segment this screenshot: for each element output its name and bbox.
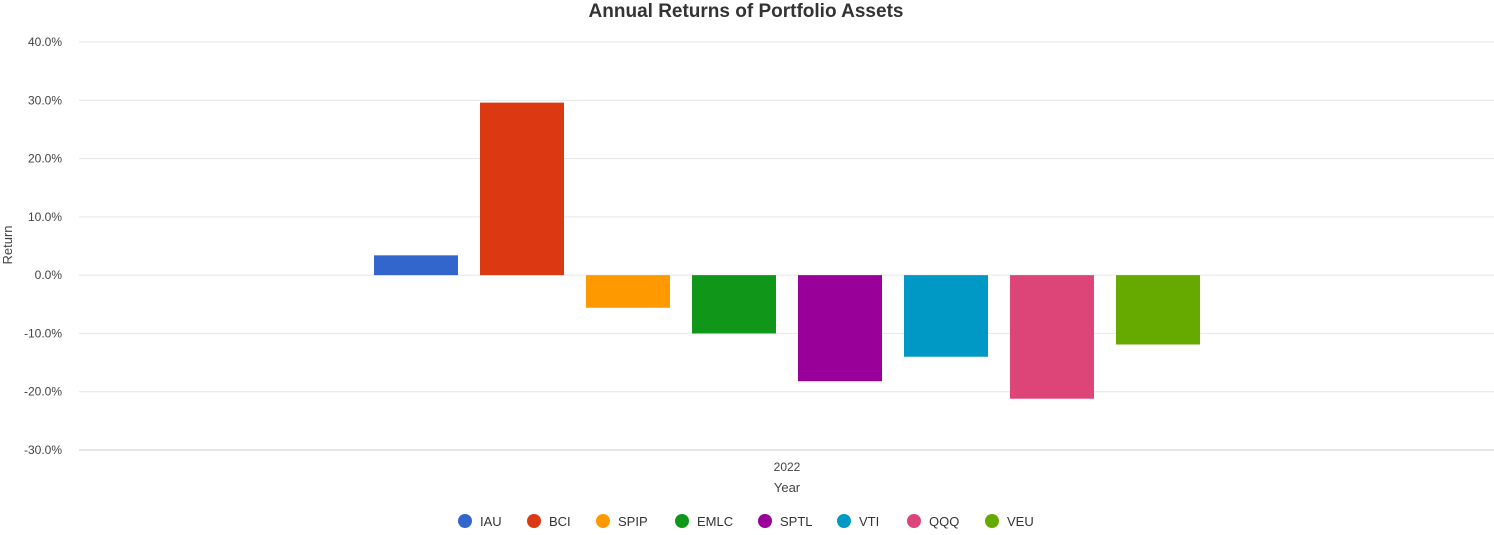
chart-title: Annual Returns of Portfolio Assets (589, 1, 904, 22)
y-tick-label: 20.0% (28, 152, 62, 166)
legend-label: QQQ (929, 514, 959, 529)
legend-label: VTI (859, 514, 879, 529)
y-tick-label: 40.0% (28, 35, 62, 49)
legend-label: VEU (1007, 514, 1034, 529)
y-axis-title: Return (0, 225, 15, 264)
gridlines (79, 41, 1494, 451)
legend-item-veu[interactable]: VEU (985, 514, 1034, 529)
legend-swatch (675, 514, 689, 528)
y-tick-label: -20.0% (24, 385, 62, 399)
y-tick-label: 30.0% (28, 93, 62, 107)
y-tick-label: -30.0% (24, 443, 62, 457)
bar-emlc[interactable] (692, 275, 776, 334)
legend-swatch (527, 514, 541, 528)
legend-item-spip[interactable]: SPIP (596, 514, 648, 529)
legend-item-bci[interactable]: BCI (527, 514, 571, 529)
y-tick-label: 10.0% (28, 210, 62, 224)
bar-spip[interactable] (586, 275, 670, 308)
legend-item-iau[interactable]: IAU (458, 514, 502, 529)
y-tick-label: 0.0% (35, 268, 63, 282)
legend-label: EMLC (697, 514, 733, 529)
legend-swatch (758, 514, 772, 528)
legend-label: BCI (549, 514, 571, 529)
bar-sptl[interactable] (798, 275, 882, 382)
legend-swatch (458, 514, 472, 528)
bar-iau[interactable] (374, 255, 458, 276)
legend-swatch (596, 514, 610, 528)
bar-qqq[interactable] (1010, 275, 1094, 399)
legend-item-emlc[interactable]: EMLC (675, 514, 733, 529)
legend-swatch (907, 514, 921, 528)
bars (374, 102, 1200, 399)
x-axis-ticks: 2022 (774, 460, 801, 474)
legend-label: SPIP (618, 514, 648, 529)
legend-item-sptl[interactable]: SPTL (758, 514, 813, 529)
bar-vti[interactable] (904, 275, 988, 357)
bar-veu[interactable] (1116, 275, 1200, 345)
legend-label: IAU (480, 514, 502, 529)
y-tick-label: -10.0% (24, 326, 62, 340)
y-axis-ticks: 40.0% 30.0% 20.0% 10.0% 0.0% -10.0% -20.0% -30.… (24, 35, 62, 457)
x-axis-title: Year (774, 480, 801, 495)
legend-item-vti[interactable]: VTI (837, 514, 879, 529)
legend: IAU BCI SPIP EMLC SPTL VTI QQQ VEU (458, 514, 1034, 529)
legend-swatch (985, 514, 999, 528)
legend-item-qqq[interactable]: QQQ (907, 514, 959, 529)
x-tick-label: 2022 (774, 460, 801, 474)
legend-label: SPTL (780, 514, 813, 529)
bar-bci[interactable] (480, 102, 564, 276)
legend-swatch (837, 514, 851, 528)
